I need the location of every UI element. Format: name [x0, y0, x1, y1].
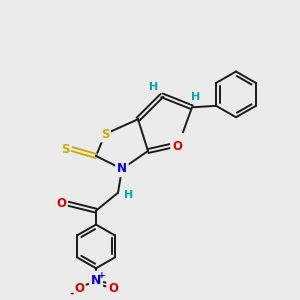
Text: N: N	[91, 274, 101, 287]
Text: H: H	[149, 82, 159, 92]
Text: S: S	[61, 142, 69, 155]
Text: -: -	[70, 289, 74, 299]
Text: S: S	[101, 128, 109, 141]
Text: O: O	[74, 282, 84, 295]
Text: O: O	[108, 282, 118, 295]
Text: +: +	[98, 271, 106, 280]
Text: O: O	[56, 197, 66, 210]
Text: N: N	[117, 162, 127, 176]
Text: O: O	[172, 140, 182, 153]
Text: H: H	[124, 190, 134, 200]
Text: H: H	[191, 92, 201, 102]
